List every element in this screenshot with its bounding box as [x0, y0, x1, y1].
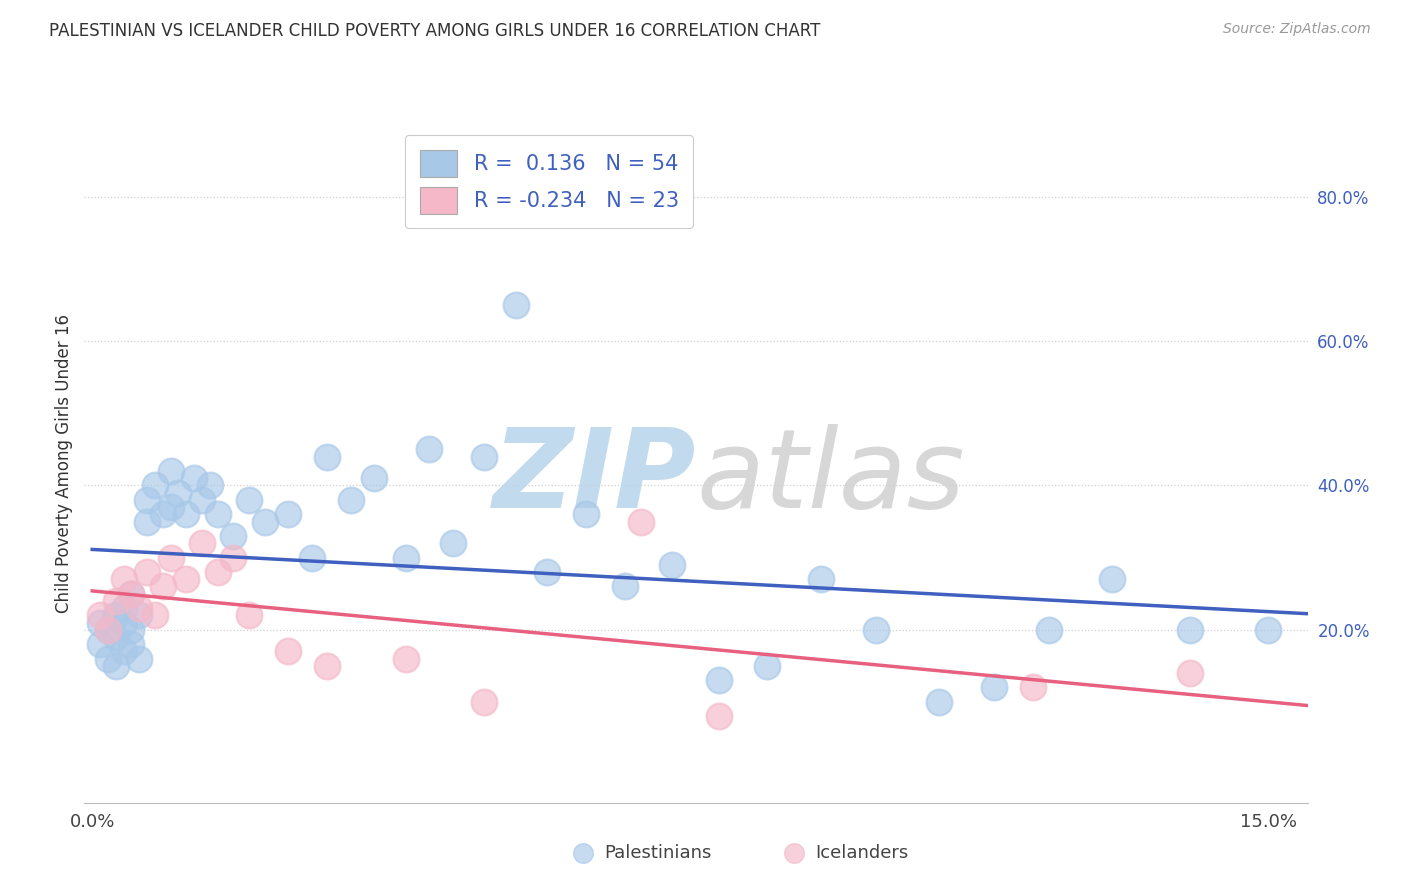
Point [183, 471, 205, 485]
Point [207, 508, 229, 522]
Text: PALESTINIAN VS ICELANDER CHILD POVERTY AMONG GIRLS UNDER 16 CORRELATION CHART: PALESTINIAN VS ICELANDER CHILD POVERTY A… [49, 22, 821, 40]
Point [709, 709, 731, 723]
Text: Icelanders: Icelanders [815, 844, 908, 862]
Point [755, 658, 778, 673]
Point [277, 508, 299, 522]
Point [253, 515, 276, 529]
Point [1038, 623, 1060, 637]
Point [136, 565, 159, 579]
Point [418, 442, 440, 457]
Point [1257, 623, 1279, 637]
Point [983, 681, 1005, 695]
Point [810, 572, 832, 586]
Point [159, 464, 181, 478]
Point [136, 492, 159, 507]
Text: Source: ZipAtlas.com: Source: ZipAtlas.com [1223, 22, 1371, 37]
Point [316, 450, 339, 464]
Point [120, 637, 142, 651]
Point [191, 536, 214, 550]
Point [472, 450, 495, 464]
Point [222, 529, 245, 543]
Point [783, 846, 806, 860]
Point [97, 651, 120, 665]
Point [661, 558, 683, 572]
Point [865, 623, 887, 637]
Point [104, 594, 127, 608]
Legend: R =  0.136   N = 54, R = -0.234   N = 23: R = 0.136 N = 54, R = -0.234 N = 23 [405, 136, 693, 228]
Point [152, 579, 174, 593]
Point [89, 637, 111, 651]
Text: Palestinians: Palestinians [605, 844, 711, 862]
Point [112, 644, 135, 658]
Point [112, 572, 135, 586]
Point [104, 658, 127, 673]
Point [191, 492, 214, 507]
Point [1178, 665, 1201, 680]
Point [441, 536, 464, 550]
Point [152, 508, 174, 522]
Point [238, 608, 260, 623]
Point [128, 601, 150, 615]
Point [1178, 623, 1201, 637]
Text: atlas: atlas [696, 424, 965, 531]
Point [167, 485, 190, 500]
Point [89, 608, 111, 623]
Point [238, 492, 260, 507]
Point [575, 508, 598, 522]
Point [136, 515, 159, 529]
Point [97, 623, 120, 637]
Point [120, 587, 142, 601]
Point [614, 579, 637, 593]
Point [112, 601, 135, 615]
Point [709, 673, 731, 688]
Point [395, 550, 418, 565]
Point [1101, 572, 1123, 586]
Point [340, 492, 363, 507]
Point [222, 550, 245, 565]
Point [277, 644, 299, 658]
Y-axis label: Child Poverty Among Girls Under 16: Child Poverty Among Girls Under 16 [55, 314, 73, 614]
Point [104, 608, 127, 623]
Point [928, 695, 950, 709]
Point [1022, 681, 1045, 695]
Point [97, 623, 120, 637]
Point [363, 471, 385, 485]
Point [159, 500, 181, 515]
Point [128, 608, 150, 623]
Point [505, 298, 527, 312]
Point [176, 572, 198, 586]
Point [89, 615, 111, 630]
Point [112, 615, 135, 630]
Point [176, 508, 198, 522]
Point [472, 695, 495, 709]
Point [572, 846, 595, 860]
Point [207, 565, 229, 579]
Point [143, 478, 166, 492]
Point [301, 550, 323, 565]
Point [536, 565, 558, 579]
Text: ZIP: ZIP [492, 424, 696, 531]
Point [159, 550, 181, 565]
Point [316, 658, 339, 673]
Point [120, 587, 142, 601]
Point [395, 651, 418, 665]
Point [198, 478, 221, 492]
Point [104, 630, 127, 644]
Point [630, 515, 652, 529]
Point [128, 651, 150, 665]
Point [143, 608, 166, 623]
Point [120, 623, 142, 637]
